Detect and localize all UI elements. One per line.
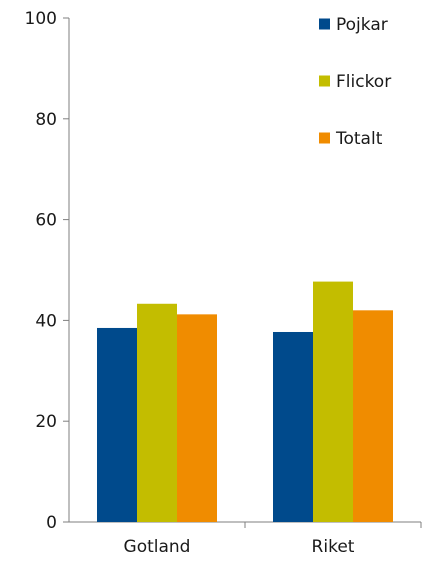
bars — [97, 281, 393, 522]
legend: Pojkar Flickor Totalt — [319, 15, 391, 149]
y-tick-label: 100 — [25, 9, 57, 29]
y-tick-label: 60 — [35, 211, 57, 231]
bar-flickor-gotland — [137, 303, 177, 522]
legend-label-flickor: Flickor — [336, 72, 391, 92]
bar-pojkar-riket — [273, 331, 313, 522]
x-axis: Gotland Riket — [69, 521, 422, 557]
bar-flickor-riket — [313, 281, 353, 522]
bar-totalt-gotland — [177, 314, 217, 522]
legend-label-pojkar: Pojkar — [336, 15, 388, 35]
legend-swatch-totalt — [319, 132, 330, 144]
x-tick-label: Riket — [312, 537, 355, 557]
y-tick-label: 80 — [35, 110, 57, 130]
legend-label-totalt: Totalt — [335, 129, 383, 149]
x-tick-label: Gotland — [124, 537, 191, 557]
bar-totalt-riket — [353, 310, 393, 522]
bar-pojkar-gotland — [97, 327, 137, 522]
y-tick-label: 20 — [35, 412, 57, 432]
legend-swatch-flickor — [319, 75, 330, 87]
y-tick-label: 0 — [46, 513, 57, 533]
y-tick-label: 40 — [35, 311, 57, 331]
legend-swatch-pojkar — [319, 18, 330, 30]
y-axis: 0 20 40 60 80 100 — [25, 9, 70, 533]
